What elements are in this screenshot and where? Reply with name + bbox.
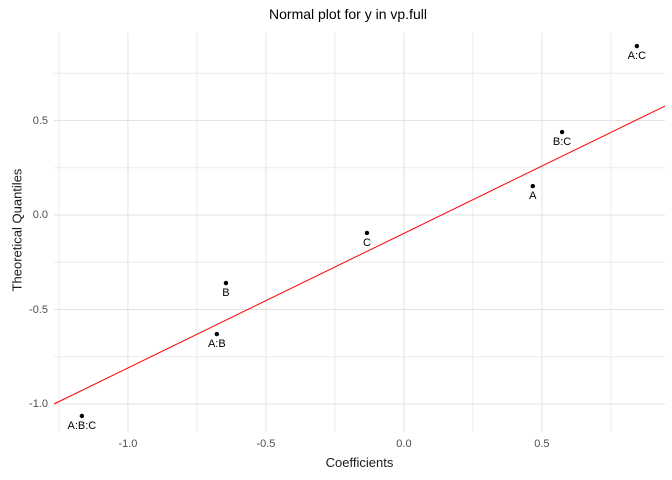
x-tick-label: 0.5 xyxy=(534,438,550,450)
y-axis-title: Theoretical Quantiles xyxy=(9,168,25,292)
point-label: A:C xyxy=(628,50,646,62)
point-label: A:B:C xyxy=(68,420,97,432)
point-label: A:B xyxy=(208,338,226,350)
point-label: C xyxy=(363,237,371,249)
y-tick-label: -0.5 xyxy=(29,303,48,316)
data-point xyxy=(364,230,370,236)
x-axis-title: Coefficients xyxy=(325,455,394,470)
x-tick-label: 0.0 xyxy=(396,438,412,450)
y-tick-label: -1.0 xyxy=(29,398,48,411)
data-point xyxy=(634,43,640,49)
data-point xyxy=(223,280,229,286)
x-tick-label: -0.5 xyxy=(256,438,276,450)
x-tick-label: -1.0 xyxy=(118,438,138,450)
point-label: B xyxy=(222,287,229,299)
point-label: B:C xyxy=(553,136,571,148)
data-point xyxy=(530,183,536,189)
y-tick-label: 0.0 xyxy=(32,209,48,222)
plot-panel: A:B:C A:B B C A B:C A:C xyxy=(54,33,665,432)
data-point xyxy=(559,129,565,135)
plot-canvas: A:B:C A:B B C A B:C A:C xyxy=(54,33,665,432)
point-label: A xyxy=(529,190,537,202)
data-point xyxy=(79,413,85,419)
reference-line xyxy=(54,105,665,405)
data-point xyxy=(214,331,220,337)
plot-title: Normal plot for y in vp.full xyxy=(269,6,427,22)
y-tick-label: 0.5 xyxy=(32,114,48,127)
